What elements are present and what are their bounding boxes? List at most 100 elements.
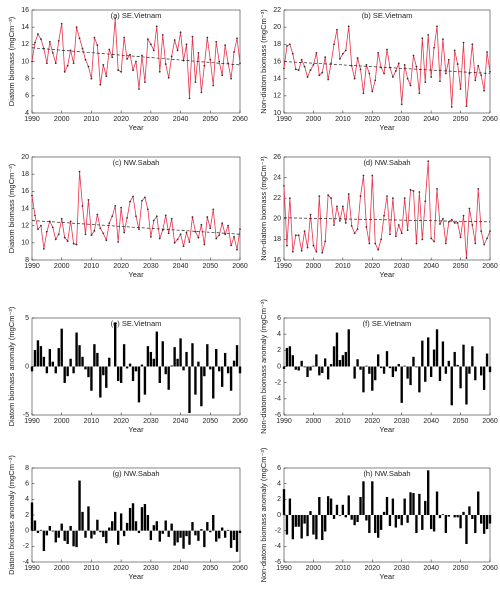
data-point (200, 91, 203, 94)
bar (78, 480, 81, 531)
bar (485, 353, 489, 367)
y-tick-label: 16 (273, 58, 281, 65)
data-point (146, 208, 149, 211)
bar (42, 356, 46, 367)
panel: 1990 2000 2010 2020 2030 2040 2050 2060 -4 -2 0 2 4 6… (7, 455, 248, 581)
data-point (418, 191, 421, 193)
data-point (433, 46, 435, 49)
data-point (483, 89, 486, 92)
data-point (447, 58, 450, 61)
bar (78, 345, 81, 367)
y-axis-label: Non-diatom biomass (mgCm⁻³) (259, 156, 268, 261)
bar (134, 521, 138, 531)
data-point (215, 237, 218, 240)
data-point (236, 37, 238, 40)
bar (359, 366, 362, 370)
panel: 1990 2000 2010 2020 2030 2040 2050 2060 4 6 8 10 12 1… (7, 7, 248, 132)
data-point (126, 58, 128, 60)
data-point (468, 207, 471, 210)
bar (223, 352, 227, 367)
bar (488, 366, 492, 373)
x-tick-label: 2040 (173, 116, 189, 123)
data-point (161, 33, 164, 36)
bar (206, 344, 209, 367)
bar (182, 530, 185, 549)
data-point (42, 247, 45, 250)
data-point (336, 205, 338, 208)
bar (403, 365, 406, 367)
bar (412, 356, 415, 367)
x-tick-label: 2050 (202, 263, 218, 270)
data-point (324, 240, 327, 243)
bar (303, 366, 306, 368)
bar (96, 352, 99, 367)
data-point (456, 63, 459, 65)
y-tick-label: 26 (273, 154, 281, 161)
data-point (294, 234, 297, 237)
data-point (439, 80, 441, 83)
data-point (294, 68, 297, 71)
bar (432, 515, 436, 532)
data-point (421, 238, 424, 241)
x-tick-label: 2050 (202, 116, 218, 123)
bar (318, 496, 321, 515)
data-point (374, 79, 377, 82)
bar (42, 530, 46, 552)
bar (131, 503, 135, 531)
x-tick-label: 2040 (173, 565, 189, 572)
trend-line (283, 217, 491, 223)
bar (122, 530, 126, 537)
data-point (356, 57, 359, 59)
data-point (286, 244, 288, 247)
bar (309, 511, 312, 515)
bar (39, 346, 43, 367)
data-point (191, 35, 194, 38)
data-point (339, 58, 341, 60)
bar (447, 360, 450, 367)
data-point (179, 31, 182, 34)
data-point (288, 197, 291, 200)
y-tick-label: 22 (273, 195, 281, 202)
bar (329, 364, 333, 367)
data-point (93, 36, 96, 39)
data-point (200, 223, 203, 226)
x-tick-label: 2030 (394, 263, 410, 270)
panel-title: (h) NW.Sabah (363, 469, 410, 478)
data-point (406, 229, 409, 232)
bar (105, 530, 108, 544)
bar (212, 515, 215, 531)
bar (344, 351, 347, 367)
data-point (51, 52, 54, 54)
y-axis-label: Non-diatom biomass anomaly (mgCm⁻³) (259, 447, 268, 582)
bar (335, 332, 339, 367)
bar (326, 496, 330, 515)
bar (215, 349, 218, 367)
data-point (123, 231, 126, 234)
bar (48, 525, 52, 531)
x-tick-label: 2040 (423, 116, 439, 123)
y-tick-label: 6 (25, 93, 29, 100)
data-point (486, 51, 488, 53)
bar (137, 530, 141, 534)
bar (229, 530, 233, 548)
data-point (167, 232, 170, 235)
y-tick-label: 20 (273, 216, 281, 223)
x-tick-label: 1990 (276, 263, 292, 270)
bar (294, 366, 297, 370)
data-point (63, 236, 66, 239)
x-tick-label: 2020 (113, 565, 129, 572)
x-tick-label: 2040 (173, 418, 189, 425)
bar (462, 344, 465, 367)
panel-title: (e) SE.Vietnam (111, 319, 162, 328)
bar (318, 366, 321, 376)
data-point (96, 213, 99, 216)
data-point (209, 58, 212, 61)
x-axis-label: Year (379, 123, 395, 132)
bar (232, 530, 236, 541)
y-tick-label: 4 (25, 110, 29, 117)
data-point (230, 244, 232, 247)
bar (84, 366, 87, 370)
data-point (459, 88, 462, 90)
bar (382, 511, 386, 515)
panel: 1990 2000 2010 2020 2030 2040 2050 2060 8 10 12 14 1… (7, 154, 248, 279)
